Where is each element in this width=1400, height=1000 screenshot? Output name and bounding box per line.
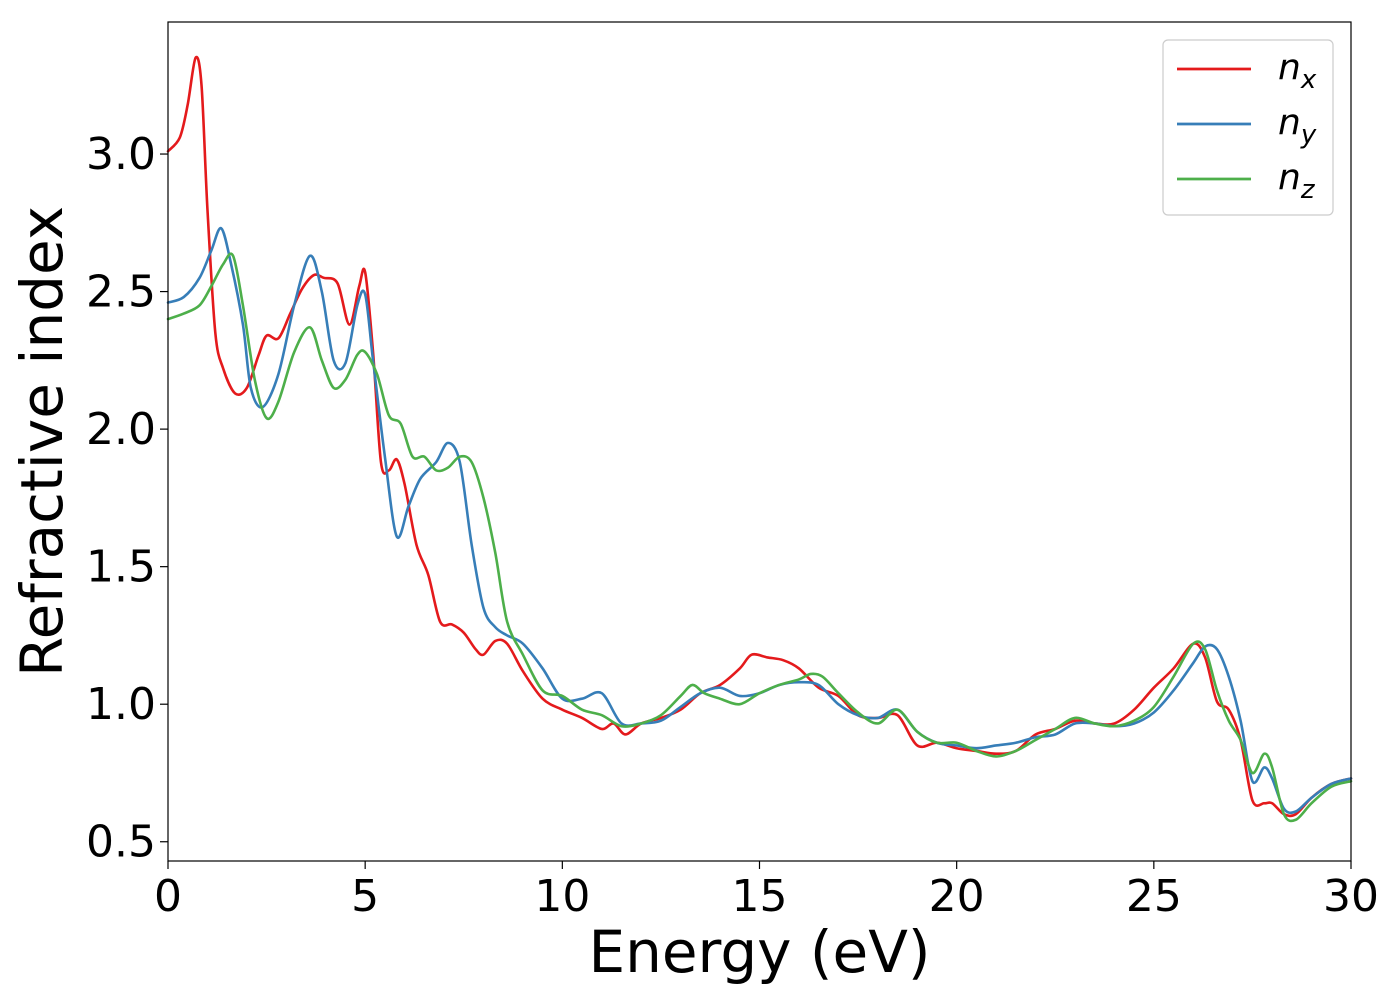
series-line-y xyxy=(166,226,1353,815)
x-tick-label: 20 xyxy=(929,871,985,922)
x-axis-ticks: 0 5 10 15 20 25 30 xyxy=(154,861,1379,922)
x-tick-label: 0 xyxy=(154,871,182,922)
legend: nx ny nz xyxy=(1162,39,1334,216)
legend-entry-x: nx xyxy=(1177,47,1317,95)
legend-label: nx xyxy=(1278,47,1317,95)
y-tick-label: 2.5 xyxy=(86,267,156,318)
y-tick-label: 3.0 xyxy=(86,129,156,180)
legend-label: ny xyxy=(1278,102,1317,150)
legend-entry-y: ny xyxy=(1177,102,1317,150)
legend-label: nz xyxy=(1278,157,1316,205)
x-axis-label: Energy (eV) xyxy=(588,918,930,986)
legend-entry-z: nz xyxy=(1177,157,1316,205)
x-tick-label: 10 xyxy=(534,871,590,922)
y-tick-label: 2.0 xyxy=(86,404,156,455)
series-line-z xyxy=(166,252,1353,823)
x-tick-label: 30 xyxy=(1323,871,1379,922)
y-tick-label: 0.5 xyxy=(86,817,156,868)
x-tick-label: 25 xyxy=(1126,871,1182,922)
y-axis-ticks: 0.5 1.0 1.5 2.0 2.5 3.0 xyxy=(86,129,168,868)
y-tick-label: 1.0 xyxy=(86,679,156,730)
series-layer xyxy=(166,55,1353,823)
x-tick-label: 15 xyxy=(732,871,788,922)
x-tick-label: 5 xyxy=(351,871,379,922)
y-axis-label: Refractive index xyxy=(8,206,76,677)
y-tick-label: 1.5 xyxy=(86,542,156,593)
legend-box xyxy=(1162,39,1334,216)
